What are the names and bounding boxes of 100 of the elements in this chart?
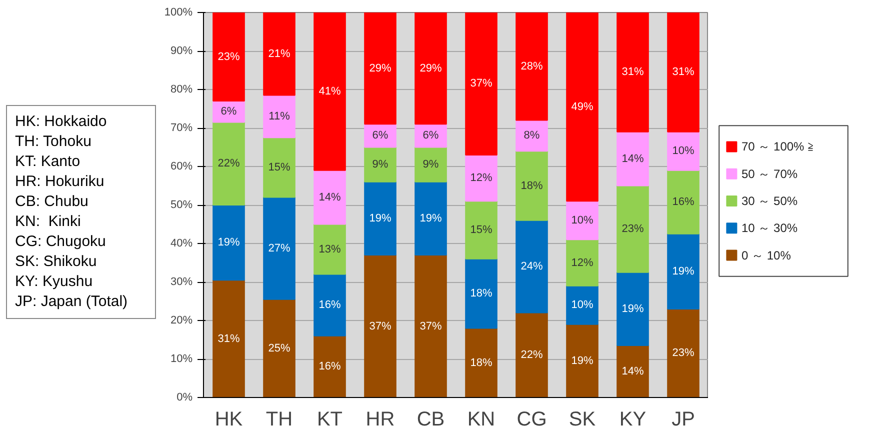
x-tick-label: CG [516,408,547,430]
data-label: 31% [622,66,644,78]
legend-label: 10 ～ 30% [742,221,798,236]
bar [667,131,700,171]
bar [566,324,598,398]
bar [465,328,498,398]
bar [616,12,649,132]
data-label: 12% [571,256,594,269]
data-label: 19% [218,236,240,249]
bar [516,12,548,121]
data-label: 10% [571,214,594,226]
data-label: 6% [220,106,237,118]
bar [314,335,346,398]
data-label: 10% [571,299,594,312]
y-tick-label: 30% [170,276,193,288]
bar [667,12,700,132]
data-label: 16% [672,196,694,208]
data-label: 28% [520,60,543,72]
x-tick-label: KN [467,408,496,430]
bar [465,12,498,156]
data-label: 41% [318,85,341,98]
data-label: 13% [318,243,341,256]
data-label: 11% [268,110,290,122]
y-tick-label: 0% [176,392,193,404]
y-tick-label: 20% [170,314,193,326]
bar [465,154,498,202]
data-label: 25% [268,342,290,354]
data-label: 24% [520,260,543,273]
data-label: 14% [622,152,644,165]
y-tick-label: 50% [170,199,193,211]
data-label: 23% [218,50,240,63]
x-tick-label: JP [672,408,695,430]
legend-label: 70 ～ 100% ≧ [742,140,815,154]
bar [566,12,598,202]
data-label: 9% [422,158,439,171]
data-label: 18% [470,288,492,300]
bar [566,285,598,325]
bar [667,233,700,310]
data-label: 18% [520,180,543,192]
bar [516,220,548,314]
data-label: 14% [622,366,644,378]
bar [263,196,296,300]
bar [465,200,498,260]
data-label: 23% [672,347,694,360]
y-tick-label: 60% [170,160,193,172]
bar [263,94,296,138]
data-label: 19% [369,212,392,224]
bar [414,254,447,398]
legend-label: 0 ～ 10% [742,248,792,262]
data-label: 10% [672,145,694,158]
data-label: 15% [268,161,290,174]
data-label: 6% [422,130,439,142]
data-label: 49% [571,100,594,113]
text: HK: Hokkaido TH: Tohoku KT: Kanto HR: Hokuriku CB: Chubu KN: Kinki CG: Chugoku SK: Shikoku KY: Kyushu JP: Japan (Total) [15,113,128,310]
data-label: 6% [372,130,388,142]
data-label: 9% [372,158,388,171]
bar [616,272,649,346]
bar [212,12,245,102]
bar [414,12,447,125]
y-tick-label: 40% [170,238,193,250]
bar [364,146,396,182]
bar [314,224,346,275]
y-tick-label: 10% [170,353,193,365]
x-tick-label: KT [316,408,343,430]
bar [364,181,396,256]
bar [667,170,700,234]
data-label: 31% [672,66,694,78]
data-label: 8% [524,130,540,142]
y-tick-label: 100% [164,6,193,18]
data-label: 31% [218,332,240,345]
data-label: 18% [470,356,492,369]
data-label: 16% [318,360,341,373]
data-label: 27% [268,242,290,254]
x-tick-label: SK [568,408,596,430]
data-label: 19% [571,354,594,367]
bar [263,137,296,198]
data-label: 37% [369,320,392,332]
bar [414,146,447,182]
legend-label: 30 ～ 50% [742,194,798,208]
x-tick-label: HR [366,408,395,430]
bar [212,122,245,206]
data-label: 37% [420,320,442,332]
data-label: 16% [318,299,341,312]
data-label: 21% [268,48,290,60]
y-tick-label: 80% [170,84,193,96]
data-label: 12% [470,172,492,184]
data-label: 15% [470,224,492,236]
bar [616,345,649,398]
bar [616,131,649,186]
bar [667,308,700,398]
bar [263,298,296,398]
y-tick-label: 90% [170,45,193,57]
bar [314,12,346,171]
x-tick-label: KY [619,408,646,430]
data-label: 37% [470,78,492,90]
bar [516,312,548,398]
bar [566,239,598,286]
data-label: 23% [622,223,644,236]
x-tick-label: TH [266,408,293,430]
data-label: 22% [218,158,240,170]
